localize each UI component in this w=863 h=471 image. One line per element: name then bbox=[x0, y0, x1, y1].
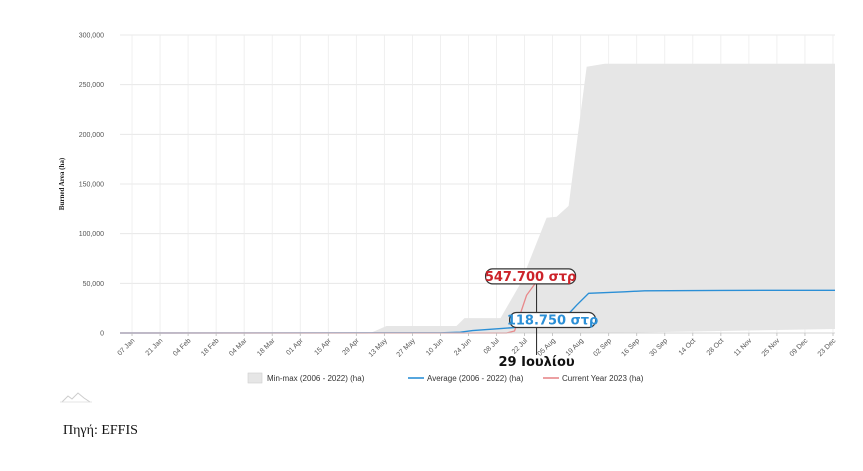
y-tick-label: 300,000 bbox=[79, 33, 104, 40]
y-tick-label: 150,000 bbox=[79, 182, 104, 189]
mini-navigator[interactable] bbox=[60, 392, 92, 403]
chart-legend: Min-max (2006 - 2022) (ha) Average (2006 … bbox=[247, 372, 644, 384]
y-tick-label: 100,000 bbox=[79, 231, 104, 238]
chart-series bbox=[119, 63, 835, 334]
mini-navigator-icon bbox=[61, 392, 91, 403]
x-tick-label: 13 May bbox=[368, 337, 390, 359]
y-axis: 0 50,000 100,000 150,000 200,000 250,000 300,0… bbox=[79, 33, 104, 338]
crosshair-date-label: 29 Ιουλίου bbox=[498, 355, 574, 370]
callouts: 547.700 στρ 118.750 στρ bbox=[484, 268, 598, 329]
x-tick-label: 09 Dec bbox=[789, 337, 810, 358]
x-tick-label: 04 Feb bbox=[172, 337, 192, 357]
x-tick-label: 28 Oct bbox=[706, 337, 726, 357]
legend-item-average-label: Average (2006 - 2022) (ha) bbox=[427, 374, 524, 383]
x-tick-label: 04 Mar bbox=[228, 337, 249, 358]
average-callout-box bbox=[508, 311, 597, 329]
current-year-callout-box bbox=[484, 268, 577, 285]
x-tick-label: 22 Jul bbox=[511, 337, 529, 355]
x-tick-label: 15 Apr bbox=[313, 337, 333, 357]
x-tick-label: 18 Mar bbox=[256, 337, 277, 358]
x-tick-label: 30 Sep bbox=[649, 337, 670, 358]
x-axis: 07 Jan 21 Jan 04 Feb 18 Feb 04 Mar 18 Mar 01 A… bbox=[117, 332, 838, 359]
y-tick-label: 50,000 bbox=[83, 281, 105, 288]
legend-item-current-year[interactable]: Current Year 2023 (ha) bbox=[543, 374, 644, 383]
y-tick-label: 200,000 bbox=[79, 132, 104, 139]
y-tick-label: 0 bbox=[100, 331, 104, 338]
legend-item-current-year-label: Current Year 2023 (ha) bbox=[562, 374, 644, 383]
x-tick-label: 23 Dec bbox=[817, 337, 838, 358]
x-tick-label: 29 Apr bbox=[341, 337, 361, 357]
x-tick-label: 10 Jun bbox=[425, 337, 445, 357]
x-tick-label: 16 Sep bbox=[620, 337, 641, 358]
x-tick-label: 24 Jun bbox=[453, 337, 473, 357]
legend-item-average[interactable]: Average (2006 - 2022) (ha) bbox=[408, 374, 524, 383]
source-caption: Πηγή: EFFIS bbox=[63, 423, 138, 438]
x-tick-label: 07 Jan bbox=[117, 337, 137, 357]
legend-item-minmax-swatch bbox=[247, 372, 263, 384]
average-callout-label: 118.750 στρ bbox=[507, 314, 598, 329]
x-tick-label: 18 Feb bbox=[200, 337, 220, 357]
legend-item-minmax[interactable]: Min-max (2006 - 2022) (ha) bbox=[247, 372, 365, 384]
x-tick-label: 14 Oct bbox=[678, 337, 698, 357]
burned-area-chart: 0 50,000 100,000 150,000 200,000 250,000 300,0… bbox=[58, 33, 838, 403]
x-tick-label: 11 Nov bbox=[733, 337, 754, 358]
x-tick-label: 21 Jan bbox=[145, 337, 165, 357]
x-tick-label: 01 Apr bbox=[285, 337, 305, 357]
x-tick-label: 27 May bbox=[396, 337, 418, 359]
y-tick-label: 250,000 bbox=[79, 82, 104, 89]
series-minmax-area bbox=[120, 63, 835, 333]
x-tick-label: 25 Nov bbox=[761, 337, 782, 358]
x-tick-label: 08 Jul bbox=[483, 337, 501, 355]
legend-item-minmax-label: Min-max (2006 - 2022) (ha) bbox=[267, 374, 365, 383]
y-axis-label: Burned Area (ha) bbox=[58, 157, 66, 210]
x-tick-label: 02 Sep bbox=[592, 337, 613, 358]
current-year-callout-label: 547.700 στρ bbox=[485, 270, 576, 285]
